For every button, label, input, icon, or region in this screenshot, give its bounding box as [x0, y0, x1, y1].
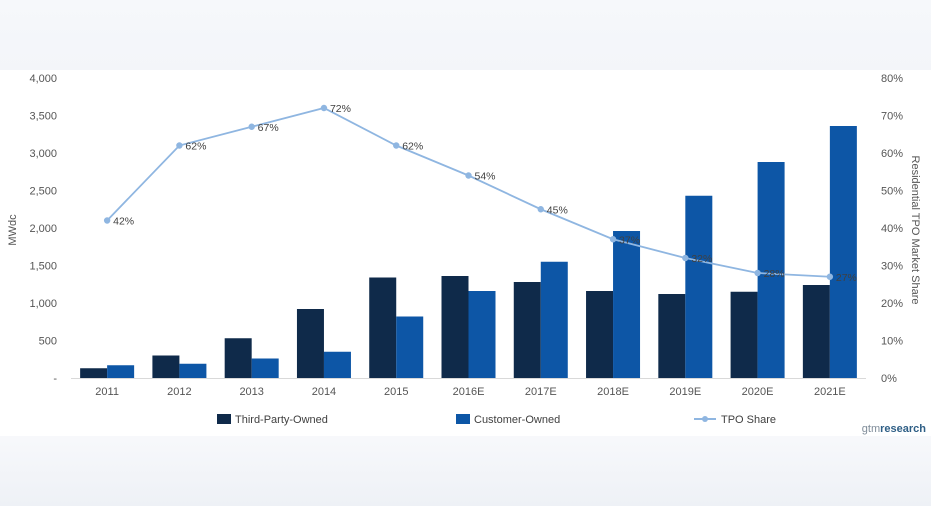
y-right-tick-label: 50%	[881, 186, 903, 198]
tpo-share-data-label: 62%	[185, 141, 206, 153]
y-right-tick-label: 20%	[881, 298, 903, 310]
x-tick-label: 2011	[95, 386, 119, 398]
y-tick-label: 4,000	[29, 73, 57, 85]
tpo-share-point	[103, 217, 111, 224]
tpo-line-layer: 42% 62% 67% 72% 62% 54% 45% 37% 32% 28% 27%	[103, 103, 857, 284]
axes-layer: - 500 1,000 1,500 2,000 2,500 3,000 3,500 4,000 0…	[29, 73, 903, 398]
logo-text-gtm: gtm	[862, 423, 880, 435]
tpo-share-point	[320, 104, 328, 112]
y-tick-label: 3,500	[29, 111, 57, 123]
tpo-share-line	[106, 107, 830, 278]
x-tick-label: 2018E	[597, 386, 629, 398]
x-tick-label: 2015	[384, 386, 408, 398]
x-tick-label: 2013	[239, 386, 263, 398]
logo-text-research: research	[880, 423, 926, 435]
bar-customer-owned	[829, 126, 857, 378]
bar-customer-owned	[757, 162, 785, 378]
legend-label-customer-owned: Customer-Owned	[474, 414, 560, 426]
tpo-share-point	[465, 172, 472, 179]
tpo-share-data-label: 45%	[547, 204, 568, 216]
y-tick-label: 2,000	[29, 223, 57, 235]
y-tick-label: 3,000	[29, 148, 57, 160]
tpo-share-data-label: 54%	[475, 171, 496, 183]
bar-customer-owned	[107, 365, 135, 378]
bar-customer-owned	[396, 316, 424, 378]
tpo-share-data-label: 37%	[619, 234, 640, 246]
tpo-share-point	[176, 142, 183, 149]
y-tick-label: 500	[39, 336, 57, 348]
bar-third-party-owned	[730, 291, 758, 378]
y-tick-label: 2,500	[29, 186, 57, 198]
tpo-share-point	[682, 254, 689, 262]
gtm-research-logo: gtmresearch	[862, 423, 926, 435]
tpo-share-data-label: 28%	[764, 268, 785, 280]
y-right-tick-label: 0%	[881, 373, 897, 385]
y-right-tick-label: 60%	[881, 148, 903, 160]
bar-third-party-owned	[586, 291, 614, 378]
legend-marker-tpo-share	[702, 416, 708, 422]
bar-third-party-owned	[80, 368, 108, 378]
tpo-share-point	[248, 123, 255, 130]
y-right-tick-label: 80%	[881, 73, 903, 85]
y-right-tick-label: 70%	[881, 111, 903, 123]
tpo-share-data-label: 72%	[330, 103, 351, 115]
y-tick-label: 1,500	[29, 261, 57, 273]
bar-customer-owned	[251, 358, 279, 378]
bar-third-party-owned	[152, 355, 180, 378]
tpo-share-point	[537, 206, 544, 213]
y-right-tick-label: 30%	[881, 261, 903, 273]
tpo-share-data-label: 62%	[402, 141, 423, 153]
bar-customer-owned	[613, 231, 641, 378]
legend-swatch-third-party-owned	[217, 414, 231, 424]
tpo-share-point	[393, 142, 400, 149]
bar-customer-owned	[179, 363, 207, 378]
y-tick-label: -	[53, 373, 57, 385]
tpo-share-data-label: 32%	[691, 253, 712, 265]
svg-text:gtmresearch: gtmresearch	[862, 423, 926, 435]
y-right-tick-label: 10%	[881, 336, 903, 348]
y-tick-label: 1,000	[29, 298, 57, 310]
bars-layer	[80, 126, 857, 378]
x-tick-label: 2017E	[525, 386, 557, 398]
bar-third-party-owned	[441, 276, 469, 378]
bar-customer-owned	[323, 351, 351, 378]
x-tick-label: 2016E	[453, 386, 485, 398]
x-tick-label: 2020E	[742, 386, 774, 398]
legend-label-third-party-owned: Third-Party-Owned	[235, 414, 328, 426]
tpo-share-data-label: 42%	[113, 216, 134, 228]
bar-third-party-owned	[296, 309, 324, 378]
y-axis-right-title: Residential TPO Market Share	[909, 156, 921, 305]
bar-customer-owned	[685, 195, 713, 378]
bar-third-party-owned	[369, 277, 397, 378]
legend-swatch-customer-owned	[456, 414, 470, 424]
y-axis-title: MWdc	[7, 214, 19, 246]
tpo-share-point	[609, 236, 617, 243]
tpo-share-point	[826, 273, 834, 280]
bar-third-party-owned	[513, 282, 541, 378]
x-tick-label: 2019E	[669, 386, 701, 398]
tpo-share-data-label: 27%	[836, 272, 857, 284]
bar-third-party-owned	[802, 285, 830, 378]
x-tick-label: 2012	[167, 386, 191, 398]
bar-customer-owned	[468, 291, 496, 378]
stacked-chart: 42% 62% 67% 72% 62% 54% 45% 37% 32% 28% 27% - 500 1,…	[7, 73, 926, 435]
chart-card: 42% 62% 67% 72% 62% 54% 45% 37% 32% 28% 27% - 500 1,…	[0, 70, 931, 436]
bar-customer-owned	[540, 261, 568, 378]
legend-label-tpo-share: TPO Share	[721, 414, 776, 426]
x-tick-label: 2021E	[814, 386, 846, 398]
y-right-tick-label: 40%	[881, 223, 903, 235]
x-tick-label: 2014	[312, 386, 336, 398]
legend: Third-Party-Owned Customer-Owned TPO Sha…	[217, 414, 776, 426]
bar-third-party-owned	[224, 338, 252, 378]
tpo-share-point	[754, 269, 761, 277]
bar-third-party-owned	[658, 294, 686, 378]
tpo-share-data-label: 67%	[258, 122, 279, 134]
